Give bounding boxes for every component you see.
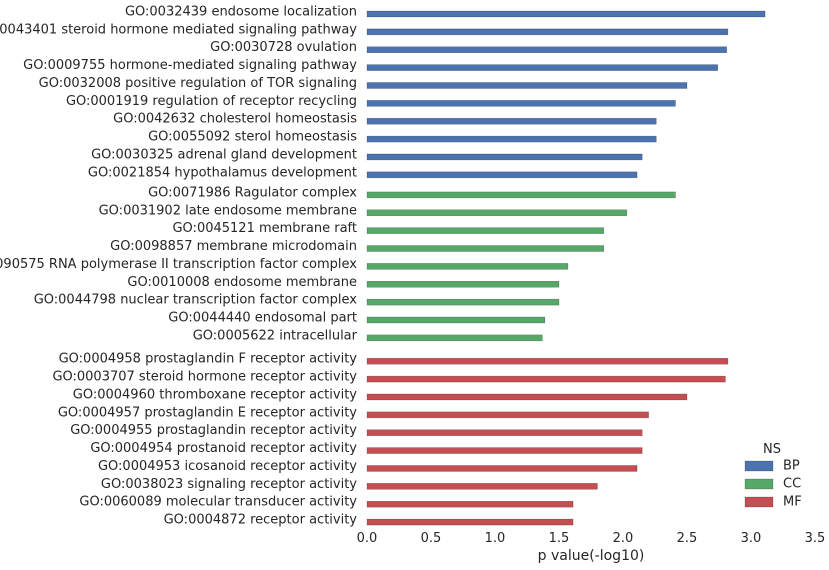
bar-mf xyxy=(366,429,643,436)
bar-mf xyxy=(366,393,688,401)
bars-layer xyxy=(366,10,766,526)
category-label: GO:0030728 ovulation xyxy=(210,40,357,55)
bar-cc xyxy=(366,281,560,288)
bar-mf xyxy=(366,483,598,490)
category-label: GO:0038023 signaling receptor activity xyxy=(101,477,357,492)
category-label: GO:0004872 receptor activity xyxy=(164,513,358,528)
x-tick-label: 0.0 xyxy=(357,531,378,546)
bar-cc xyxy=(366,245,605,252)
category-label: GO:0043401 steroid hormone mediated sign… xyxy=(0,22,357,37)
x-tick-label: 0.5 xyxy=(421,531,442,546)
legend-label-mf: MF xyxy=(783,495,802,510)
category-label: GO:0004954 prostanoid receptor activity xyxy=(90,441,357,456)
bar-mf xyxy=(366,357,729,365)
bar-cc xyxy=(366,298,560,306)
category-labels: GO:0032439 endosome localization GO:00434… xyxy=(0,5,358,528)
category-label: GO:0098857 membrane microdomain xyxy=(110,239,357,254)
bar-cc xyxy=(366,263,569,270)
legend-entries: BP CC MF xyxy=(744,459,802,510)
legend-swatch-mf xyxy=(744,496,774,508)
bar-bp xyxy=(366,28,729,36)
bar-bp xyxy=(366,46,727,53)
category-label: GO:0042632 cholesterol homeostasis xyxy=(113,112,357,127)
bar-bp xyxy=(366,135,657,143)
category-label: GO:0005622 intracellular xyxy=(193,328,358,343)
bar-bp xyxy=(366,117,657,125)
bar-bp xyxy=(366,10,766,18)
legend-title: NS xyxy=(763,442,781,457)
bar-bp xyxy=(366,82,688,89)
category-label: GO:0071986 Ragulator complex xyxy=(148,185,357,200)
category-label: GO:0030325 adrenal gland development xyxy=(91,147,357,162)
category-label: GO:0004958 prostaglandin F receptor acti… xyxy=(59,352,358,367)
category-label: GO:0004955 prostaglandin receptor activi… xyxy=(70,423,357,438)
x-axis: 0.0 0.5 1.0 1.5 2.0 2.5 3.0 3.5 xyxy=(357,531,826,546)
bar-mf xyxy=(366,447,643,454)
category-label: GO:0003707 steroid hormone receptor acti… xyxy=(52,370,357,385)
category-label: GO:0055092 sterol homeostasis xyxy=(148,130,357,145)
category-label: GO:0009755 hormone-mediated signaling pa… xyxy=(23,58,357,73)
legend-label-cc: CC xyxy=(783,477,801,492)
bar-bp xyxy=(366,100,676,107)
category-label: GO:0031902 late endosome membrane xyxy=(99,203,357,218)
x-tick-label: 3.0 xyxy=(741,531,762,546)
bar-cc xyxy=(366,227,605,234)
bar-bp xyxy=(366,171,638,179)
bar-mf xyxy=(366,500,574,508)
bar-cc xyxy=(366,316,546,324)
category-label: GO:0044440 endosomal part xyxy=(168,310,357,325)
category-label: GO:0044798 nuclear transcription factor … xyxy=(34,293,358,308)
category-label: GO:0010008 endosome membrane xyxy=(127,275,357,290)
category-label: GO:0004960 thromboxane receptor activity xyxy=(73,387,358,402)
legend-swatch-cc xyxy=(744,478,774,490)
category-label: GO:0004957 prostaglandin E receptor acti… xyxy=(58,405,357,420)
category-label: GO:0001919 regulation of receptor recycl… xyxy=(66,94,357,109)
bar-mf xyxy=(366,411,649,419)
legend-swatch-bp xyxy=(744,460,774,472)
x-axis-label: p value(-log10) xyxy=(538,548,645,564)
category-label: GO:0004953 icosanoid receptor activity xyxy=(98,459,357,474)
x-tick-label: 2.5 xyxy=(677,531,698,546)
bar-mf xyxy=(366,375,726,383)
bar-mf xyxy=(366,465,638,472)
category-label: GO:0032008 positive regulation of TOR si… xyxy=(39,76,357,91)
x-tick-label: 1.0 xyxy=(485,531,506,546)
legend-label-bp: BP xyxy=(783,459,800,474)
bar-cc xyxy=(366,209,628,217)
bar-mf xyxy=(366,518,574,526)
category-label: GO:0060089 molecular transducer activity xyxy=(79,495,357,510)
bar-bp xyxy=(366,153,643,161)
x-tick-label: 3.5 xyxy=(805,531,826,546)
category-label: GO:0021854 hypothalamus development xyxy=(88,165,357,180)
legend: NS BP CC MF xyxy=(744,442,802,510)
x-tick-label: 2.0 xyxy=(613,531,634,546)
category-label: GO:0045121 membrane raft xyxy=(172,221,357,236)
category-label: GO:0032439 endosome localization xyxy=(125,5,357,20)
bar-cc xyxy=(366,191,676,199)
bar-cc xyxy=(366,334,543,342)
bar-bp xyxy=(366,64,718,71)
category-label: GO:0090575 RNA polymerase II transcripti… xyxy=(0,257,357,272)
x-tick-label: 1.5 xyxy=(549,531,570,546)
